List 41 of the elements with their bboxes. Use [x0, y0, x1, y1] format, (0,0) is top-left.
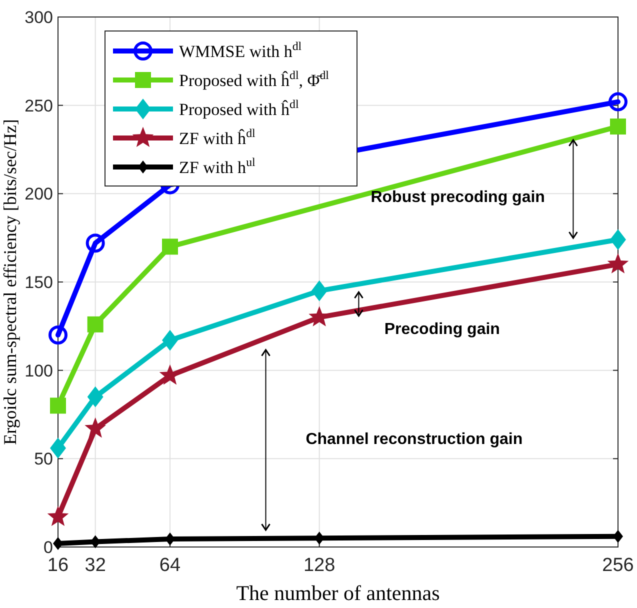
point: [607, 253, 629, 274]
point: [162, 330, 178, 351]
point: [84, 417, 106, 438]
legend-label: ZF with h$^{ul}$: [179, 155, 256, 177]
point: [87, 386, 104, 408]
y-tick-label: 100: [24, 361, 53, 380]
y-tick-label: 200: [24, 184, 53, 204]
point: [53, 536, 63, 550]
y-tick-label: 150: [24, 273, 53, 292]
y-tick-label: 300: [24, 8, 53, 27]
x-tick-label: 64: [159, 555, 181, 576]
point: [47, 506, 69, 526]
x-axis-title: The number of antennas: [236, 581, 440, 605]
annotation: Robust precoding gain: [370, 189, 545, 206]
point: [610, 118, 626, 135]
point: [162, 238, 178, 255]
x-tick-label: 256: [602, 555, 634, 576]
point: [86, 234, 105, 253]
legend-label: Proposed with ĥ$^{dl}$, Φ̄$^{dl}$: [179, 68, 330, 90]
point: [165, 532, 175, 546]
point: [314, 532, 324, 545]
point: [87, 316, 104, 332]
point: [311, 280, 328, 302]
legend-label: Proposed with ĥ$^{dl}$: [179, 97, 300, 119]
annotation: Precoding gain: [384, 321, 500, 338]
legend-label: WMMSE with h$^{dl}$: [179, 39, 302, 61]
point: [610, 229, 626, 250]
point: [90, 535, 100, 548]
legend-label: ZF with ĥ$^{dl}$: [179, 126, 256, 148]
point: [50, 398, 66, 414]
x-tick-label: 128: [303, 555, 336, 576]
point: [48, 326, 68, 344]
x-tick-label: 32: [84, 555, 106, 576]
y-tick-label: 50: [34, 450, 53, 469]
point: [613, 530, 623, 543]
y-tick-label: 250: [24, 96, 53, 116]
x-tick-label: 16: [47, 555, 69, 576]
point: [608, 92, 628, 112]
y-axis-title: Ergoidc sum-spectral efficiency [bits/sec/Hz]: [0, 119, 20, 445]
y-tick-label: 0: [44, 538, 53, 557]
annotation: Channel reconstruction gain: [306, 430, 523, 448]
